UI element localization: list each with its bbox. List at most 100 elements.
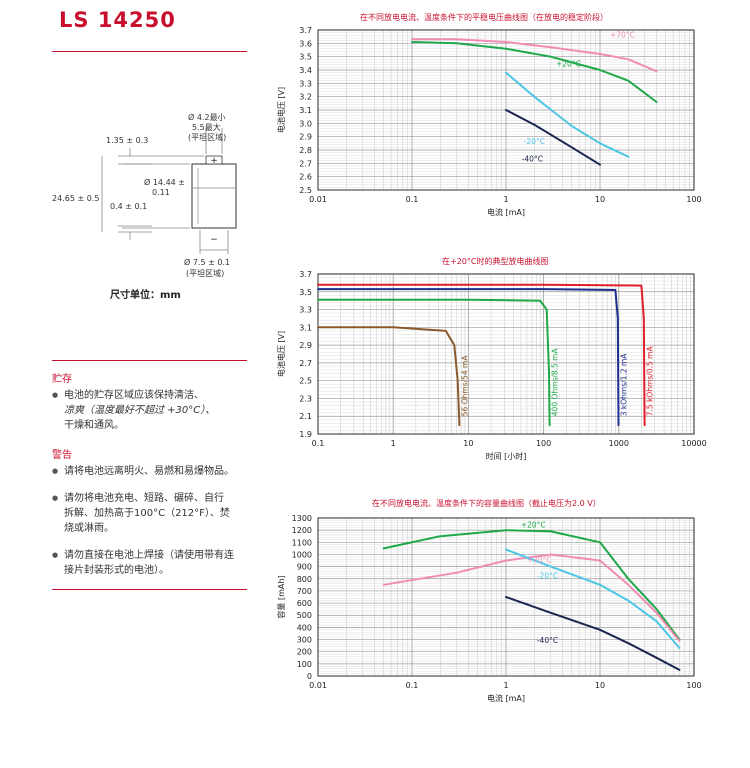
y-tick-label: 100 (297, 660, 312, 669)
x-tick-label: 100 (536, 439, 551, 448)
x-tick-label: 0.1 (406, 681, 419, 690)
series-label: -40°C (537, 636, 558, 645)
warning-line: 请将电池远离明火、易燃和易爆物品。 (64, 466, 234, 477)
length-label: 24.65 ± 0.5 (52, 194, 100, 203)
series-label: 7.5 kOhms/0.5 mA (646, 346, 655, 417)
x-tick-label: 10 (463, 439, 473, 448)
plot-frame (317, 517, 695, 677)
chart-3: 0100200300400500600700800900100011001200… (276, 514, 702, 703)
y-tick-label: 2.9 (299, 341, 312, 350)
top-len-label: 5.5最大 (192, 123, 221, 132)
plus-label: + (210, 156, 218, 166)
series-line (505, 548, 681, 649)
warning-item: ● 请勿将电池充电、短路、碾碎、自行 拆解、加热高于100°C（212°F）、焚… (52, 491, 257, 536)
plot-frame (317, 29, 695, 191)
bullet-icon: ● (52, 551, 59, 559)
series-line (411, 38, 658, 73)
y-tick-label: 300 (297, 636, 312, 645)
x-tick-label: 1000 (609, 439, 629, 448)
storage-heading: 贮存 (52, 374, 72, 385)
y-tick-label: 2.9 (299, 133, 312, 142)
series-label: 400 Ohms/8.5 mA (551, 348, 560, 417)
y-tick-label: 3.3 (299, 306, 312, 315)
minus-label: − (210, 235, 218, 245)
y-tick-label: 2.3 (299, 394, 312, 403)
chart-1: 2.5 2.6 2.7 2.8 2.9 3.0 3.1 3.2 3.3 3.4 3.5 3.6 3.7 0… (276, 26, 702, 217)
y-tick-label: 1100 (292, 538, 312, 547)
warning-heading: 警告 (52, 450, 72, 461)
warning-item: ● 请勿直接在电池上焊接（请使用带有连 接片封装形式的电池）。 (52, 548, 257, 578)
warning-line: 请勿直接在电池上焊接（请使用带有连 (64, 550, 234, 561)
y-tick-label: 400 (297, 623, 312, 632)
y-tick-label: 200 (297, 648, 312, 657)
x-tick-label: 1 (503, 681, 508, 690)
divider (52, 589, 247, 590)
y-tick-label: 1.9 (299, 430, 312, 439)
y-tick-label: 3.3 (299, 79, 312, 88)
top-flat-label: (平坦区域) (188, 133, 227, 142)
series-label: -20°C (537, 572, 558, 581)
y-axis-label: 电池电压 [V] (276, 331, 286, 377)
y-tick-label: 3.4 (299, 66, 312, 75)
x-tick-label: 0.1 (312, 439, 325, 448)
plot-area (317, 273, 695, 435)
x-tick-label: 10 (595, 195, 605, 204)
x-axis-label: 电流 [mA] (487, 693, 525, 703)
y-axis-label: 容量 [mAh] (276, 575, 286, 618)
x-axis-label: 时间 [小时] (486, 451, 527, 461)
y-tick-label: 3.6 (299, 39, 312, 48)
series-line (382, 529, 681, 641)
y-tick-label: 2.7 (299, 159, 312, 168)
bullet-icon: ● (52, 391, 59, 399)
chart-3-title: 在不同放电电流、温度条件下的容量曲线图（截止电压为2.0 V） (372, 499, 601, 508)
series-line (505, 71, 630, 158)
series-label: 56 Ohms/54 mA (460, 355, 469, 417)
series-line (505, 109, 601, 166)
series-line (317, 283, 646, 427)
y-tick-label: 3.5 (299, 53, 312, 62)
x-tick-label: 1 (391, 439, 396, 448)
y-tick-label: 3.7 (299, 26, 312, 35)
storage-item: ● 电池的贮存区域应该保持清洁、 凉爽（温度最好不超过 +30°C）、 干燥和通… (52, 388, 257, 433)
neg-height-label: 0.4 ± 0.1 (110, 202, 148, 211)
series-label: -20°C (524, 137, 545, 146)
series-line (411, 41, 658, 103)
y-tick-label: 1300 (292, 514, 312, 523)
series-label: +70°C (527, 555, 552, 564)
chart-2-title: 在+20°C时的典型放电曲线图 (442, 257, 549, 266)
y-tick-label: 800 (297, 575, 312, 584)
y-tick-label: 3.2 (299, 93, 312, 102)
body-dia-label: Ø 14.44 ± (144, 178, 185, 187)
y-tick-label: 900 (297, 563, 312, 572)
warning-item: ● 请将电池远离明火、易燃和易爆物品。 (52, 464, 257, 479)
chart-2: 1.9 2.1 2.3 2.5 2.7 2.9 3.1 3.3 3.5 3.7 0.1 1 10 100 1… (276, 270, 707, 461)
y-tick-label: 1200 (292, 526, 312, 535)
series-label: +20°C (556, 60, 581, 69)
y-tick-label: 2.8 (299, 146, 312, 155)
x-tick-label: 0.1 (406, 195, 419, 204)
warning-line: 请勿将电池充电、短路、碾碎、自行 (64, 493, 224, 504)
unit-note: 尺寸单位：mm (110, 290, 181, 301)
series-line (382, 553, 681, 642)
page-title: LS 14250 (59, 8, 176, 32)
y-tick-label: 2.5 (299, 186, 312, 195)
bottom-flat-label: (平坦区域) (186, 269, 225, 278)
y-tick-label: 3.1 (299, 106, 312, 115)
y-tick-label: 3.7 (299, 270, 312, 279)
x-tick-label: 100 (686, 681, 701, 690)
series-line (317, 326, 461, 427)
x-tick-label: 100 (686, 195, 701, 204)
warning-line: 拆解、加热高于100°C（212°F）、焚 (64, 508, 230, 519)
y-tick-label: 600 (297, 599, 312, 608)
chart-1-title: 在不同放电电流、温度条件下的平稳电压曲线图（在放电的稳定阶段） (360, 13, 608, 22)
series-line (317, 298, 551, 427)
y-tick-label: 0 (307, 672, 312, 681)
y-tick-label: 2.7 (299, 359, 312, 368)
y-tick-label: 2.5 (299, 377, 312, 386)
storage-line: 凉爽（温度最好不超过 +30°C）、 (64, 405, 216, 416)
divider (52, 360, 247, 361)
series-label: +20°C (521, 520, 546, 529)
x-tick-label: 10000 (681, 439, 706, 448)
y-tick-label: 2.1 (299, 412, 312, 421)
series-line (317, 288, 620, 427)
